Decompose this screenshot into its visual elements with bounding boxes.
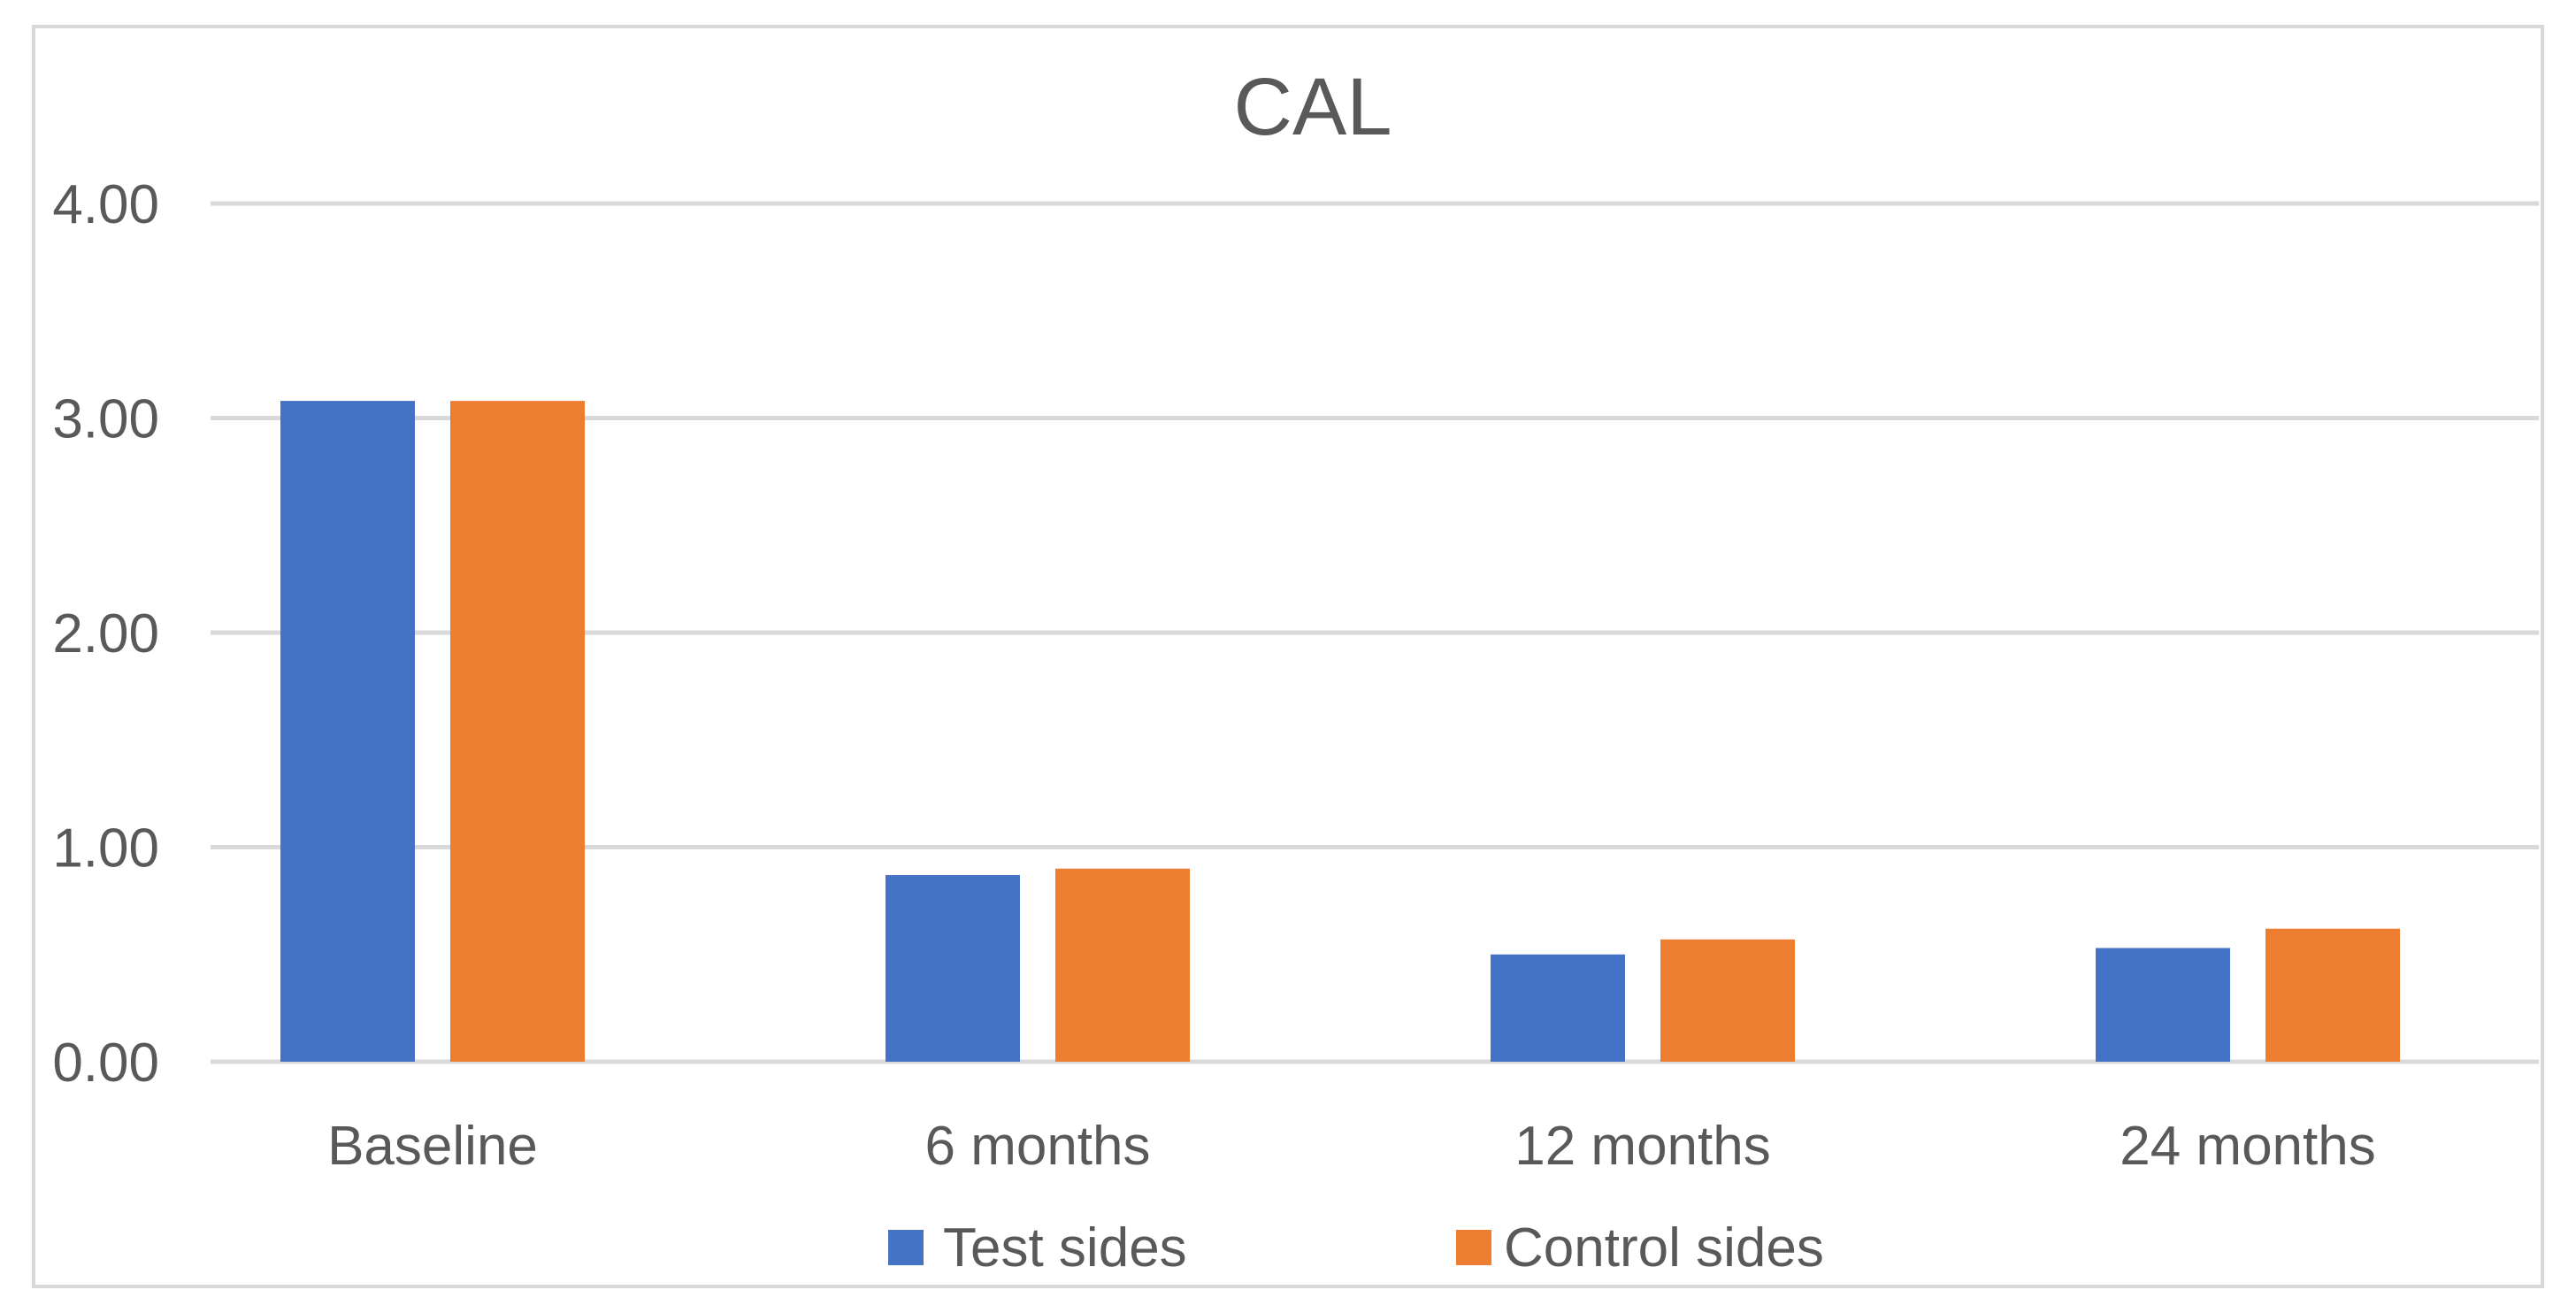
x-axis-category-labels: Baseline 6 months 12 months 24 months bbox=[327, 1116, 2376, 1177]
y-tick-label: 0.00 bbox=[52, 1033, 159, 1094]
y-tick-label: 2.00 bbox=[52, 603, 159, 664]
chart-title: CAL bbox=[1234, 62, 1392, 152]
x-category-label: 6 months bbox=[924, 1116, 1150, 1177]
x-category-label: Baseline bbox=[327, 1116, 538, 1177]
bar-test-sides-6-months bbox=[886, 875, 1020, 1062]
legend-label: Control sides bbox=[1504, 1217, 1824, 1278]
x-category-label: 24 months bbox=[2120, 1116, 2376, 1177]
legend-swatch bbox=[888, 1230, 924, 1265]
y-tick-label: 3.00 bbox=[52, 389, 159, 450]
bars bbox=[280, 401, 2400, 1063]
bar-test-sides-24-months bbox=[2096, 948, 2230, 1062]
legend: Test sides Control sides bbox=[888, 1217, 1824, 1278]
bar-control-sides-6-months bbox=[1055, 868, 1190, 1062]
bar-control-sides-baseline bbox=[450, 401, 585, 1063]
x-category-label: 12 months bbox=[1514, 1116, 1771, 1177]
legend-label: Test sides bbox=[943, 1217, 1187, 1278]
legend-swatch bbox=[1456, 1230, 1491, 1265]
bar-control-sides-24-months bbox=[2266, 928, 2400, 1062]
y-tick-label: 1.00 bbox=[52, 818, 159, 879]
bar-control-sides-12-months bbox=[1660, 939, 1795, 1062]
y-tick-label: 4.00 bbox=[52, 174, 159, 235]
bar-test-sides-12-months bbox=[1491, 954, 1625, 1062]
y-axis-tick-labels: 0.00 1.00 2.00 3.00 4.00 bbox=[52, 174, 159, 1094]
bar-test-sides-baseline bbox=[280, 401, 415, 1063]
